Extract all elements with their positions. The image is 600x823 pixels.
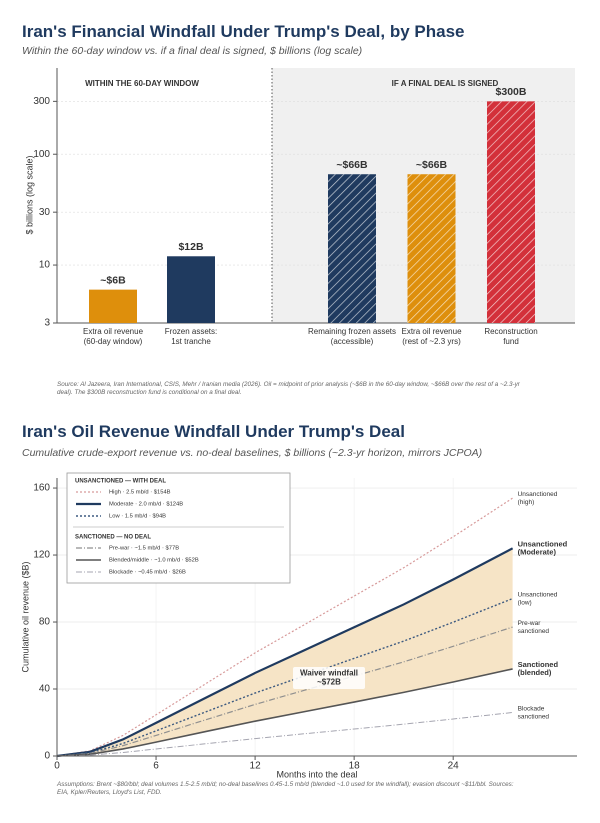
x-tick-label: Remaining frozen assets (accessible) <box>308 327 396 346</box>
panel-label: WITHIN THE 60-DAY WINDOW <box>85 79 199 88</box>
bar-hatch <box>487 101 535 323</box>
value-label: $300B <box>496 86 527 98</box>
x-tick-label: Frozen assets: 1st tranche <box>165 327 217 346</box>
legend-group-title: UNSANCTIONED — WITH DEAL <box>75 479 166 485</box>
y-tick-label: 40 <box>39 684 51 695</box>
end-label: Blockade sanctioned <box>518 705 550 720</box>
y-tick-label: 300 <box>33 96 50 107</box>
value-label: ~$66B <box>336 159 368 171</box>
chart-subtitle: Cumulative crude-export revenue vs. no-d… <box>22 447 483 459</box>
value-label: ~$6B <box>100 274 126 286</box>
x-tick-label: 6 <box>153 761 159 772</box>
legend-label: High · 2.5 mb/d · $154B <box>109 490 171 496</box>
bar <box>167 256 215 323</box>
end-label: Sanctioned (blended) <box>518 660 559 677</box>
x-tick-label: 24 <box>448 761 460 772</box>
chart-title: Iran's Oil Revenue Windfall Under Trump'… <box>22 422 405 441</box>
series-line <box>56 711 513 757</box>
y-tick-label: 30 <box>39 207 51 218</box>
bar-hatch <box>407 174 456 323</box>
x-tick-label: Extra oil revenue (rest of ~2.3 yrs) <box>401 327 462 346</box>
x-tick-label: 0 <box>54 761 60 772</box>
source-note: Source: Al Jazeera, Iran International, … <box>57 381 520 396</box>
series-line <box>56 626 513 757</box>
y-axis-label: Cumulative oil revenue ($B) <box>20 561 30 672</box>
value-label: ~$66B <box>416 159 448 171</box>
legend-label: Moderate · 2.0 mb/d · $124B <box>109 502 183 508</box>
annotation: Waiver windfall ~$72B <box>300 669 358 687</box>
panel-label: IF A FINAL DEAL IS SIGNED <box>392 79 499 88</box>
legend-group-title: SANCTIONED — NO DEAL <box>75 535 151 541</box>
windfall-band <box>57 548 513 756</box>
end-label: Pre-war sanctioned <box>518 620 550 635</box>
series-line <box>56 547 514 758</box>
end-label: Unsanctioned (Moderate) <box>518 539 568 556</box>
y-tick-label: 0 <box>44 751 50 762</box>
bar <box>89 289 137 323</box>
series-line <box>56 497 513 757</box>
y-tick-label: 120 <box>33 550 50 561</box>
x-tick-label: Reconstruction fund <box>484 327 537 346</box>
chart-title: Iran's Financial Windfall Under Trump's … <box>22 22 465 41</box>
x-axis-label: Months into the deal <box>276 769 357 779</box>
series-line <box>56 668 513 757</box>
y-tick-label: 80 <box>39 617 51 628</box>
y-tick-label: 160 <box>33 483 50 494</box>
chart-subtitle: Within the 60-day window vs. if a final … <box>22 45 363 57</box>
y-axis-label: $ billions (log scale) <box>24 155 34 234</box>
x-tick-label: Extra oil revenue (60-day window) <box>83 327 144 346</box>
end-label: Unsanctioned (high) <box>518 491 558 506</box>
source-note: Assumptions: Brent ~$80/bbl; deal volume… <box>57 781 514 796</box>
legend-label: Pre-war · ~1.5 mb/d · $77B <box>109 546 179 552</box>
legend-box <box>66 472 291 584</box>
bar-hatch <box>328 174 376 323</box>
annotation-box <box>293 667 365 689</box>
legend-label: Blended/middle · ~1.0 mb/d · $52B <box>109 558 199 564</box>
y-tick-label: 100 <box>33 149 50 160</box>
value-label: $12B <box>178 241 204 253</box>
x-tick-label: 18 <box>349 761 361 772</box>
x-tick-label: 12 <box>250 761 262 772</box>
end-label: Unsanctioned (low) <box>518 591 558 606</box>
legend-label: Blockade · ~0.45 mb/d · $26B <box>109 570 186 576</box>
legend-label: Low · 1.5 mb/d · $94B <box>109 514 166 520</box>
series-line <box>56 597 513 757</box>
y-tick-label: 3 <box>44 318 50 329</box>
y-tick-label: 10 <box>39 260 51 271</box>
